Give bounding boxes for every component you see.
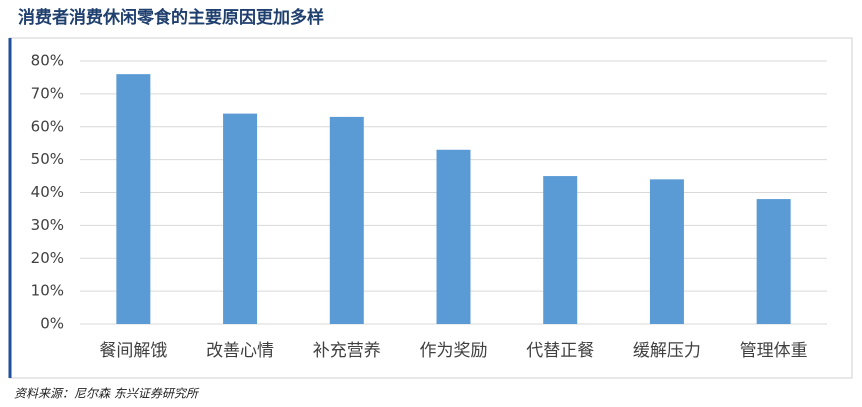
y-tick-label: 60% (31, 117, 64, 135)
y-tick-label: 10% (31, 282, 64, 300)
source-note: 资料来源：尼尔森 东兴证券研究所 (14, 387, 200, 401)
chart-title: 消费者消费休闲零食的主要原因更加多样 (18, 7, 324, 28)
bar (543, 176, 578, 324)
bar (649, 179, 684, 324)
x-tick-label: 餐间解饿 (99, 341, 167, 361)
x-tick-label: 管理体重 (740, 341, 808, 361)
y-tick-label: 30% (31, 216, 64, 234)
x-tick-label: 缓解压力 (633, 341, 701, 361)
bar (329, 116, 364, 324)
y-tick-label: 50% (31, 150, 64, 168)
bar (223, 113, 258, 324)
y-tick-label: 70% (31, 84, 64, 102)
y-tick-label: 40% (31, 183, 64, 201)
x-tick-label: 代替正餐 (526, 341, 594, 361)
x-tick-label: 补充营养 (313, 341, 381, 361)
y-tick-label: 20% (31, 249, 64, 267)
y-tick-label: 0% (40, 315, 64, 333)
x-tick-label: 改善心情 (206, 341, 274, 361)
bar (116, 74, 151, 325)
y-tick-label: 80% (31, 52, 64, 70)
bar (436, 149, 471, 324)
x-tick-label: 作为奖励 (420, 341, 488, 361)
bar (756, 199, 791, 324)
